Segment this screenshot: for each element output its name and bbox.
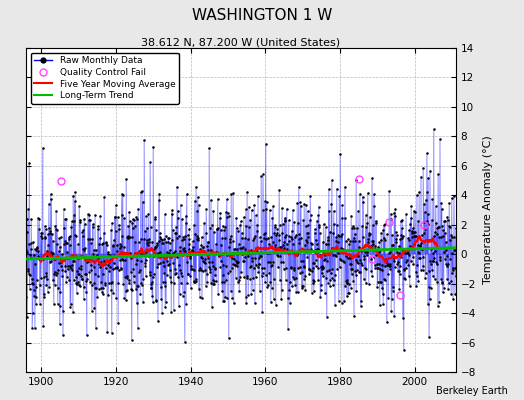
- Legend: Raw Monthly Data, Quality Control Fail, Five Year Moving Average, Long-Term Tren: Raw Monthly Data, Quality Control Fail, …: [31, 52, 179, 104]
- Text: Berkeley Earth: Berkeley Earth: [436, 386, 508, 396]
- Y-axis label: Temperature Anomaly (°C): Temperature Anomaly (°C): [483, 136, 493, 284]
- Text: WASHINGTON 1 W: WASHINGTON 1 W: [192, 8, 332, 23]
- Title: 38.612 N, 87.200 W (United States): 38.612 N, 87.200 W (United States): [141, 37, 341, 47]
